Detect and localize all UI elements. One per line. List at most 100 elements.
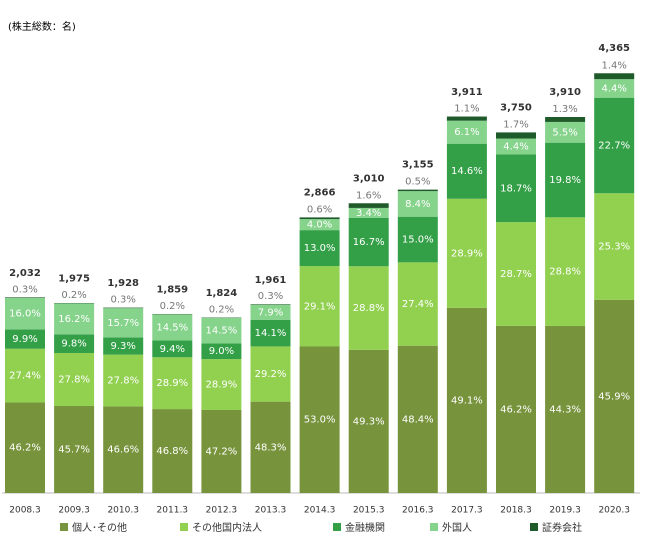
value-label: 1.1% (454, 104, 479, 115)
bar-segment (103, 308, 143, 309)
value-label: 29.1% (304, 301, 336, 312)
legend-label: 外国人 (442, 522, 472, 534)
value-label: 22.7% (598, 140, 630, 151)
value-label: 14.1% (255, 328, 287, 339)
x-tick-label: 2009.3 (58, 506, 90, 516)
value-label: 7.9% (258, 307, 283, 318)
value-label: 44.3% (549, 404, 581, 415)
value-label: 0.3% (110, 295, 135, 306)
bar-segment (300, 217, 340, 219)
bar-segment (545, 117, 585, 122)
value-label: 27.4% (9, 371, 41, 382)
value-label: 4.4% (503, 142, 528, 153)
value-label: 49.1% (451, 395, 483, 406)
x-tick-label: 2013.3 (255, 506, 287, 516)
value-label: 16.7% (353, 237, 385, 248)
x-tick-label: 2017.3 (451, 506, 483, 516)
value-label: 46.6% (107, 445, 139, 456)
total-label: 1,961 (255, 275, 287, 286)
value-label: 27.4% (402, 299, 434, 310)
value-label: 9.3% (110, 341, 135, 352)
value-label: 9.9% (12, 334, 37, 345)
value-label: 15.7% (107, 318, 139, 329)
value-label: 28.9% (206, 380, 238, 391)
x-tick-label: 2019.3 (549, 506, 581, 516)
value-label: 28.8% (353, 303, 385, 314)
value-label: 28.7% (500, 269, 532, 280)
value-label: 1.4% (601, 60, 626, 71)
value-label: 1.3% (552, 104, 577, 115)
bar-segment (594, 73, 634, 79)
x-tick-label: 2010.3 (107, 506, 139, 516)
value-label: 25.3% (598, 242, 630, 253)
legend-label: その他国内法人 (192, 521, 262, 534)
value-label: 14.5% (206, 326, 238, 337)
legend-label: 証券会社 (542, 521, 582, 534)
value-label: 46.2% (500, 404, 532, 415)
value-label: 27.8% (58, 374, 90, 385)
value-label: 1.6% (356, 190, 381, 201)
bar-segment (496, 132, 536, 138)
value-label: 16.0% (9, 309, 41, 320)
value-label: 48.4% (402, 414, 434, 425)
total-label: 3,911 (451, 87, 483, 98)
value-label: 14.6% (451, 166, 483, 177)
legend-swatch (333, 523, 341, 531)
legend-label: 個人･その他 (72, 521, 127, 534)
bar-segment (5, 297, 45, 298)
bar-segment (447, 117, 487, 121)
value-label: 9.8% (61, 339, 86, 350)
value-label: 45.9% (598, 391, 630, 402)
value-label: 0.5% (405, 177, 430, 188)
bar-segment (251, 304, 291, 305)
value-label: 4.4% (601, 83, 626, 94)
value-label: 29.2% (255, 369, 287, 380)
total-label: 1,975 (58, 274, 90, 285)
value-label: 28.9% (156, 378, 188, 389)
value-label: 3.4% (356, 208, 381, 219)
x-tick-label: 2020.3 (598, 506, 630, 516)
value-label: 4.0% (307, 220, 332, 231)
x-tick-label: 2018.3 (500, 506, 532, 516)
total-label: 4,365 (598, 43, 630, 54)
legend-swatch (430, 523, 438, 531)
legend-label: 金融機関 (345, 521, 385, 534)
value-label: 0.2% (160, 301, 185, 312)
value-label: 47.2% (206, 446, 238, 457)
bar-segment (398, 190, 438, 192)
total-label: 1,859 (156, 285, 188, 296)
total-label: 1,928 (107, 278, 139, 289)
total-label: 2,032 (9, 268, 41, 279)
total-label: 3,010 (353, 174, 385, 185)
value-label: 19.8% (549, 175, 581, 186)
value-label: 16.2% (58, 314, 90, 325)
value-label: 0.3% (12, 284, 37, 295)
total-label: 3,910 (549, 87, 581, 98)
value-label: 5.5% (552, 127, 577, 138)
bar-segment (349, 203, 389, 208)
value-label: 28.8% (549, 267, 581, 278)
value-label: 48.3% (255, 442, 287, 453)
value-label: 49.3% (353, 416, 385, 427)
unit-note: (株主総数：名) (8, 20, 76, 33)
value-label: 46.2% (9, 443, 41, 454)
legend-swatch (180, 523, 188, 531)
value-label: 18.7% (500, 183, 532, 194)
value-label: 28.9% (451, 248, 483, 259)
value-label: 0.6% (307, 204, 332, 215)
value-label: 15.0% (402, 235, 434, 246)
value-label: 14.5% (156, 322, 188, 333)
x-tick-label: 2008.3 (9, 506, 41, 516)
total-label: 2,866 (304, 188, 336, 199)
x-tick-label: 2012.3 (206, 506, 238, 516)
value-label: 0.3% (258, 291, 283, 302)
value-label: 0.2% (209, 304, 234, 315)
value-label: 27.8% (107, 375, 139, 386)
legend-swatch (530, 523, 538, 531)
x-tick-label: 2014.3 (304, 506, 336, 516)
total-label: 3,155 (402, 160, 434, 171)
value-label: 13.0% (304, 243, 336, 254)
value-label: 45.7% (58, 444, 90, 455)
value-label: 9.4% (160, 344, 185, 355)
